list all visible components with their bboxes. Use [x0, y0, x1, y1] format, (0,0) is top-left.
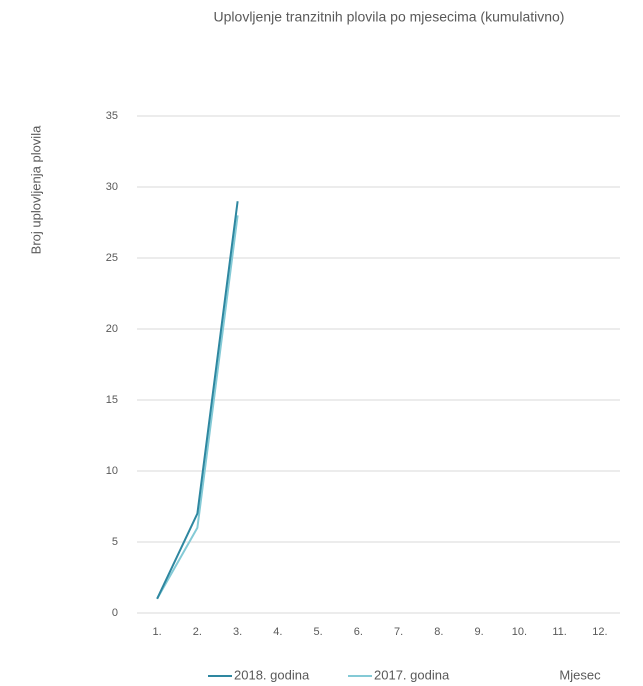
y-tick-label: 10 [106, 465, 118, 477]
y-tick-label: 30 [106, 181, 118, 193]
x-tick-label: 10. [512, 626, 527, 638]
chart-title: Uplovljenje tranzitnih plovila po mjesec… [214, 9, 565, 25]
y-axis-label: Broj uplovljenja plovila [28, 125, 43, 254]
y-tick-label: 35 [106, 110, 118, 122]
y-tick-label: 15 [106, 394, 118, 406]
y-tick-label: 25 [106, 252, 118, 264]
legend-label: 2017. godina [374, 667, 450, 682]
x-tick-label: 5. [314, 626, 323, 638]
x-tick-label: 12. [592, 626, 607, 638]
x-tick-label: 6. [354, 626, 363, 638]
x-axis-label: Mjesec [559, 667, 601, 682]
legend-label: 2018. godina [234, 667, 310, 682]
y-tick-label: 20 [106, 323, 118, 335]
x-tick-label: 2. [193, 626, 202, 638]
x-tick-label: 3. [233, 626, 242, 638]
y-tick-label: 5 [112, 536, 118, 548]
x-tick-label: 9. [475, 626, 484, 638]
series-line [156, 215, 239, 600]
series-line [156, 201, 239, 600]
x-tick-label: 1. [153, 626, 162, 638]
y-tick-label: 0 [112, 607, 118, 619]
x-tick-label: 11. [552, 626, 566, 638]
x-tick-label: 7. [394, 626, 403, 638]
x-tick-label: 4. [273, 626, 282, 638]
x-tick-label: 8. [434, 626, 443, 638]
